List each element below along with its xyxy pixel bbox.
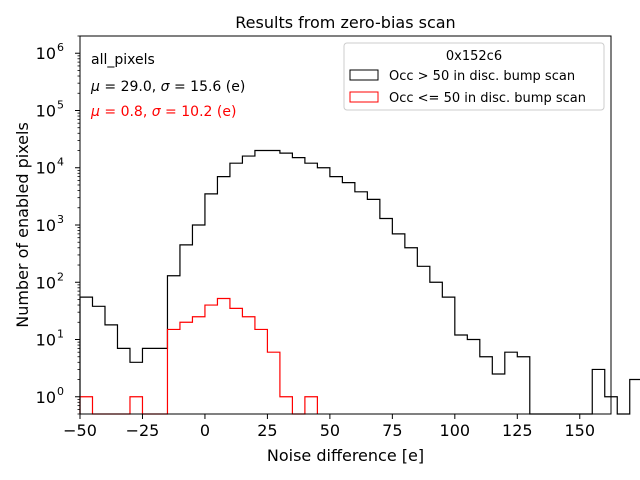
- annotations: all_pixels μ = 29.0, σ = 15.6 (e) μ = 0.…: [90, 52, 245, 120]
- legend-title: 0x152c6: [446, 49, 502, 64]
- y-tick-label: 10: [36, 273, 56, 292]
- y-tick-label: 10: [36, 216, 56, 235]
- x-tick-label: 150: [564, 421, 595, 440]
- x-tick-label: −50: [63, 421, 97, 440]
- y-tick-label: 10: [36, 331, 56, 350]
- y-tick-label: 10: [36, 159, 56, 178]
- y-axis-label: Number of enabled pixels: [13, 122, 32, 328]
- stats-black-unit: (e): [226, 79, 246, 95]
- y-tick-label: 10: [36, 44, 56, 63]
- annotation-stats-black: μ = 29.0, σ = 15.6 (e): [90, 79, 245, 95]
- y-tick-exponent: 5: [57, 98, 64, 111]
- stats-red-sigma: 10.2: [181, 104, 212, 120]
- y-tick-exponent: 6: [57, 41, 64, 54]
- legend-swatch-red: [349, 91, 379, 103]
- y-tick-exponent: 4: [57, 156, 64, 169]
- chart-title: Results from zero-bias scan: [235, 13, 455, 32]
- x-tick-label: 0: [200, 421, 210, 440]
- x-tick-label: 125: [502, 421, 533, 440]
- x-tick-label: 25: [257, 421, 277, 440]
- annotation-all-pixels: all_pixels: [91, 52, 155, 68]
- y-tick-exponent: 2: [57, 270, 64, 283]
- x-tick-label: 50: [320, 421, 340, 440]
- y-tick-exponent: 3: [57, 213, 64, 226]
- legend: 0x152c6 Occ > 50 in disc. bump scan Occ …: [343, 42, 605, 111]
- x-tick-label: 100: [440, 421, 471, 440]
- stats-black-sigma: 15.6: [190, 79, 221, 95]
- y-tick-exponent: 0: [57, 385, 64, 398]
- stats-red-mu: 0.8: [121, 104, 143, 120]
- legend-box: [343, 42, 605, 111]
- x-tick-label: 75: [382, 421, 402, 440]
- legend-swatch-black: [349, 69, 379, 81]
- x-axis-label: Noise difference [e]: [267, 446, 424, 465]
- annotation-stats-red: μ = 0.8, σ = 10.2 (e): [90, 104, 236, 120]
- y-tick-label: 10: [36, 101, 56, 120]
- legend-label-black: Occ > 50 in disc. bump scan: [389, 69, 575, 84]
- legend-label-red: Occ <= 50 in disc. bump scan: [389, 91, 586, 106]
- y-tick-exponent: 1: [57, 328, 64, 341]
- x-tick-label: −25: [126, 421, 160, 440]
- stats-red-unit: (e): [217, 104, 237, 120]
- x-axis: −50 −25 0 25 50 75 100 125 150: [63, 414, 595, 440]
- y-tick-label: 10: [36, 388, 56, 407]
- stats-black-mu: 29.0: [121, 79, 152, 95]
